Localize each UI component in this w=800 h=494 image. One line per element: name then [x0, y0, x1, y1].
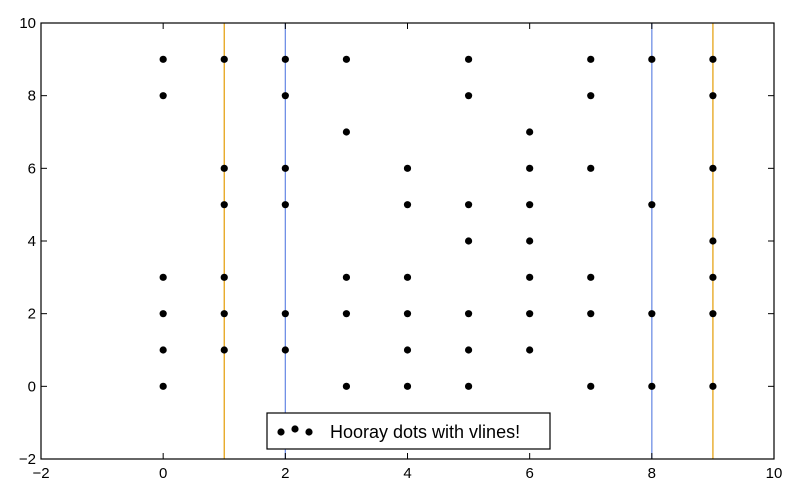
data-point — [342, 310, 351, 318]
data-point — [526, 346, 534, 354]
y-tick-label: 6 — [28, 160, 36, 177]
data-point — [281, 55, 289, 63]
x-tick-label: 0 — [159, 465, 167, 482]
data-point — [403, 382, 412, 390]
data-point — [220, 164, 228, 172]
data-point — [464, 382, 473, 390]
data-point — [587, 164, 595, 172]
data-point — [464, 346, 473, 354]
data-point — [709, 382, 717, 390]
y-tick-label: 8 — [28, 88, 36, 105]
data-point — [342, 382, 351, 390]
legend-box — [266, 412, 551, 450]
data-point — [648, 382, 656, 390]
data-point — [220, 55, 228, 63]
data-point — [464, 310, 473, 318]
data-point — [709, 273, 717, 281]
y-tick-label: 10 — [19, 15, 36, 32]
data-point — [587, 273, 595, 281]
legend-marker — [305, 428, 313, 436]
data-point — [342, 273, 351, 281]
data-point — [403, 201, 412, 209]
x-tick-label: 4 — [403, 465, 411, 482]
data-point — [220, 346, 228, 354]
data-point — [281, 310, 289, 318]
data-point — [587, 92, 595, 100]
x-tick-label: −2 — [32, 465, 49, 482]
x-tick-label: 6 — [525, 465, 533, 482]
data-point — [342, 55, 351, 63]
data-point — [526, 273, 534, 281]
legend-marker — [291, 425, 299, 433]
data-point — [403, 164, 412, 172]
data-point — [709, 310, 717, 318]
data-point — [220, 201, 228, 209]
data-point — [403, 273, 412, 281]
data-point — [281, 92, 289, 100]
legend-markers — [277, 425, 313, 436]
data-point — [587, 310, 595, 318]
data-point — [281, 201, 289, 209]
data-point — [220, 310, 228, 318]
data-point — [464, 237, 473, 245]
data-point — [709, 92, 717, 100]
x-tick-label: 10 — [766, 465, 783, 482]
legend: Hooray dots with vlines! — [266, 412, 551, 450]
data-point — [159, 346, 167, 354]
data-point — [159, 382, 167, 390]
data-point — [464, 92, 473, 100]
data-point — [587, 55, 595, 63]
data-point — [587, 382, 595, 390]
data-point — [159, 273, 167, 281]
data-point — [403, 310, 412, 318]
data-point — [281, 346, 289, 354]
data-point — [709, 237, 717, 245]
data-point — [159, 55, 167, 63]
x-tick-label: 2 — [281, 465, 289, 482]
data-point — [709, 164, 717, 172]
data-point — [464, 55, 473, 63]
data-point — [648, 310, 656, 318]
data-point — [159, 310, 167, 318]
data-point — [526, 310, 534, 318]
y-tick-label: 0 — [28, 378, 36, 395]
data-point — [648, 201, 656, 209]
legend-marker — [277, 428, 285, 436]
y-tick-label: 2 — [28, 306, 36, 323]
data-point — [281, 164, 289, 172]
data-point — [403, 346, 412, 354]
axis-ticks: −2 0 2 4 6 8 10 −2 0 2 4 6 8 10 — [19, 15, 782, 482]
y-tick-label: −2 — [19, 451, 36, 468]
legend-label: Hooray dots with vlines! — [330, 422, 520, 442]
data-point — [648, 55, 656, 63]
data-point — [342, 128, 351, 136]
y-tick-label: 4 — [28, 233, 36, 250]
plot-frame — [40, 22, 775, 460]
data-point — [159, 92, 167, 100]
data-point — [464, 201, 473, 209]
x-tick-label: 8 — [648, 465, 656, 482]
data-point — [526, 237, 534, 245]
data-points — [159, 55, 717, 390]
data-point — [526, 128, 534, 136]
data-point — [709, 55, 717, 63]
data-point — [526, 164, 534, 172]
data-point — [526, 201, 534, 209]
data-point — [220, 273, 228, 281]
